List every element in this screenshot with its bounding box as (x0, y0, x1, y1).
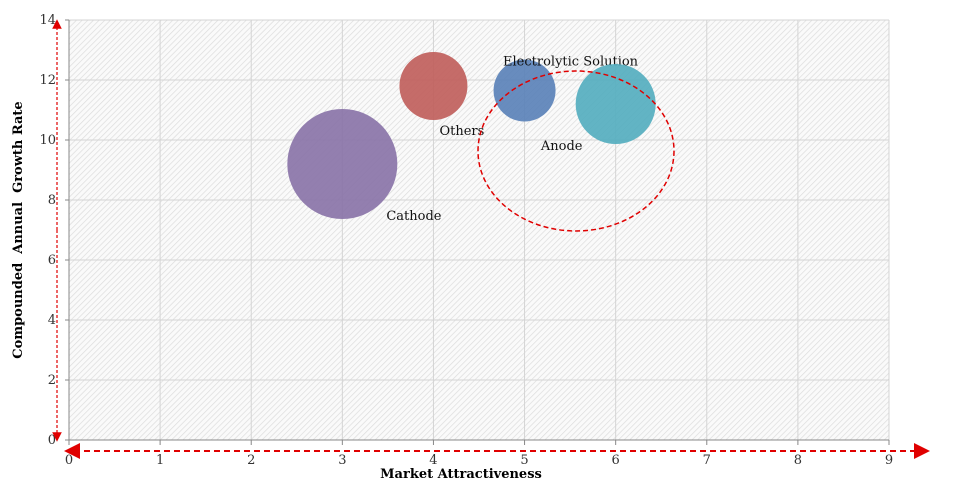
y-tick-label: 6 (48, 253, 56, 268)
highlight-ellipse (477, 70, 675, 232)
bubble-cathode[interactable] (287, 109, 398, 219)
x-tick-label: 2 (247, 453, 255, 468)
y-axis-title: Compounded Annual Growth Rate (11, 101, 26, 358)
x-tick-label: 1 (156, 453, 164, 468)
y-tick-label: 10 (39, 133, 56, 148)
plot-area (69, 20, 889, 440)
bubble-anode[interactable] (575, 64, 656, 144)
y-tick-label: 14 (39, 13, 56, 28)
x-tick-label: 4 (429, 453, 437, 468)
bubble-label: Others (439, 124, 484, 139)
x-tick-label: 9 (885, 453, 893, 468)
x-tick-label: 5 (520, 453, 528, 468)
y-tick-label: 0 (48, 433, 56, 448)
bubble-others[interactable] (399, 52, 468, 120)
x-axis-title: Market Attractiveness (380, 467, 542, 482)
y-tick-label: 8 (48, 193, 56, 208)
x-tick-label: 0 (65, 453, 73, 468)
x-tick-label: 3 (338, 453, 346, 468)
y-tick-label: 4 (48, 313, 56, 328)
bubble-label: Anode (540, 139, 583, 154)
x-tick-label: 8 (794, 453, 802, 468)
x-tick-label: 6 (612, 453, 620, 468)
y-tick-label: 2 (48, 373, 56, 388)
bubble-electrolytic-solution[interactable] (493, 59, 556, 122)
y-tick-label: 12 (39, 73, 56, 88)
x-tick-label: 7 (703, 453, 711, 468)
bubble-label: Cathode (386, 209, 441, 224)
